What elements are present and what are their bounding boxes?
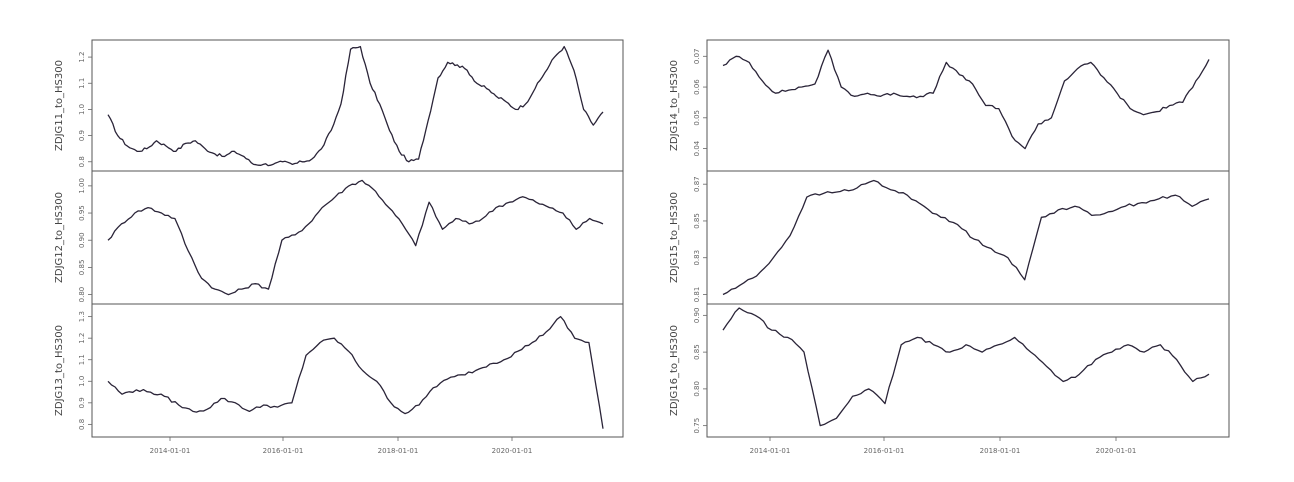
series-line-ZDJG12_to_HS300 (107, 179, 604, 296)
y-tick-label: 0.9 (78, 130, 86, 141)
x-tick-label: 2016-01-01 (263, 447, 304, 455)
y-axis-label: ZDJG13_to_HS300 (54, 325, 65, 416)
y-tick-label: 0.85 (693, 344, 701, 360)
panel-frame (706, 303, 1230, 438)
panel-ZDJG13_to_HS300: 0.8 0.9 1.0 1.1 1.2 1.3 ZDJG13_to_HS300 (54, 303, 624, 438)
y-axis-label: ZDJG14_to_HS300 (669, 60, 680, 151)
x-tick-label: 2016-01-01 (864, 447, 905, 455)
x-tick-label: 2014-01-01 (750, 447, 791, 455)
x-tick-label: 2020-01-01 (492, 447, 533, 455)
panel-frame (91, 170, 624, 305)
left-chart-column: 0.80.91.01.11.2ZDJG11_to_HS3000.800.850.… (54, 39, 624, 455)
y-axis-label: ZDJG12_to_HS300 (54, 192, 65, 283)
x-tick-label: 2018-01-01 (980, 447, 1021, 455)
y-axis-label: ZDJG15_to_HS300 (669, 192, 680, 283)
y-tick-label: 1.1 (78, 354, 86, 365)
y-tick-label: 0.9 (78, 397, 86, 408)
right-chart-column: 0.040.050.060.07ZDJG14_to_HS3000.810.830… (669, 39, 1230, 455)
y-tick-label: 0.07 (693, 49, 701, 65)
series-line-ZDJG15_to_HS300 (722, 179, 1210, 296)
series-line-ZDJG13_to_HS300 (107, 315, 604, 429)
y-axis-label: ZDJG11_to_HS300 (54, 60, 65, 151)
series-line-ZDJG14_to_HS300 (722, 49, 1210, 150)
y-tick-label: 0.05 (693, 110, 701, 126)
panel-ZDJG11_to_HS300: 0.8 0.9 1.0 1.1 1.2 ZDJG11_to_HS300 (54, 39, 624, 172)
x-tick-label: 2020-01-01 (1096, 447, 1137, 455)
y-tick-label: 0.75 (693, 418, 701, 434)
x-tick-label: 2018-01-01 (378, 447, 419, 455)
series-line-ZDJG16_to_HS300 (722, 307, 1210, 427)
y-tick-label: 0.90 (693, 308, 701, 324)
y-tick-label: 0.04 (693, 140, 701, 156)
y-tick-label: 0.81 (693, 287, 701, 303)
series-line-ZDJG11_to_HS300 (107, 45, 604, 167)
y-tick-label: 0.85 (78, 260, 86, 276)
panel-frame (91, 303, 624, 438)
y-tick-label: 1.2 (78, 333, 86, 344)
y-tick-label: 0.8 (78, 156, 86, 167)
y-tick-label: 0.95 (78, 205, 86, 221)
y-tick-label: 0.80 (78, 287, 86, 303)
y-tick-label: 1.1 (78, 78, 86, 89)
panel-frame (706, 39, 1230, 172)
y-tick-label: 0.06 (693, 79, 701, 95)
panel-ZDJG15_to_HS300: 0.81 0.83 0.85 0.87 ZDJG15_to_HS300 (669, 170, 1230, 305)
panel-frame (706, 170, 1230, 305)
panel-frame (91, 39, 624, 172)
y-tick-label: 1.3 (78, 311, 86, 322)
y-tick-label: 1.0 (78, 104, 86, 115)
y-tick-label: 1.00 (78, 178, 86, 194)
y-tick-label: 0.90 (78, 232, 86, 248)
panel-ZDJG16_to_HS300: 0.75 0.80 0.85 0.90 ZDJG16_to_HS300 (669, 303, 1230, 438)
y-tick-label: 0.87 (693, 176, 701, 192)
y-tick-label: 0.83 (693, 250, 701, 266)
y-tick-label: 1.2 (78, 52, 86, 63)
panel-ZDJG14_to_HS300: 0.04 0.05 0.06 0.07 ZDJG14_to_HS300 (669, 39, 1230, 172)
y-tick-label: 0.8 (78, 419, 86, 430)
y-tick-label: 0.85 (693, 213, 701, 229)
panel-ZDJG12_to_HS300: 0.80 0.85 0.90 0.95 1.00 ZDJG12_to_HS300 (54, 170, 624, 305)
x-tick-label: 2014-01-01 (150, 447, 191, 455)
y-tick-label: 1.0 (78, 376, 86, 387)
y-axis-label: ZDJG16_to_HS300 (669, 325, 680, 416)
y-tick-label: 0.80 (693, 381, 701, 397)
